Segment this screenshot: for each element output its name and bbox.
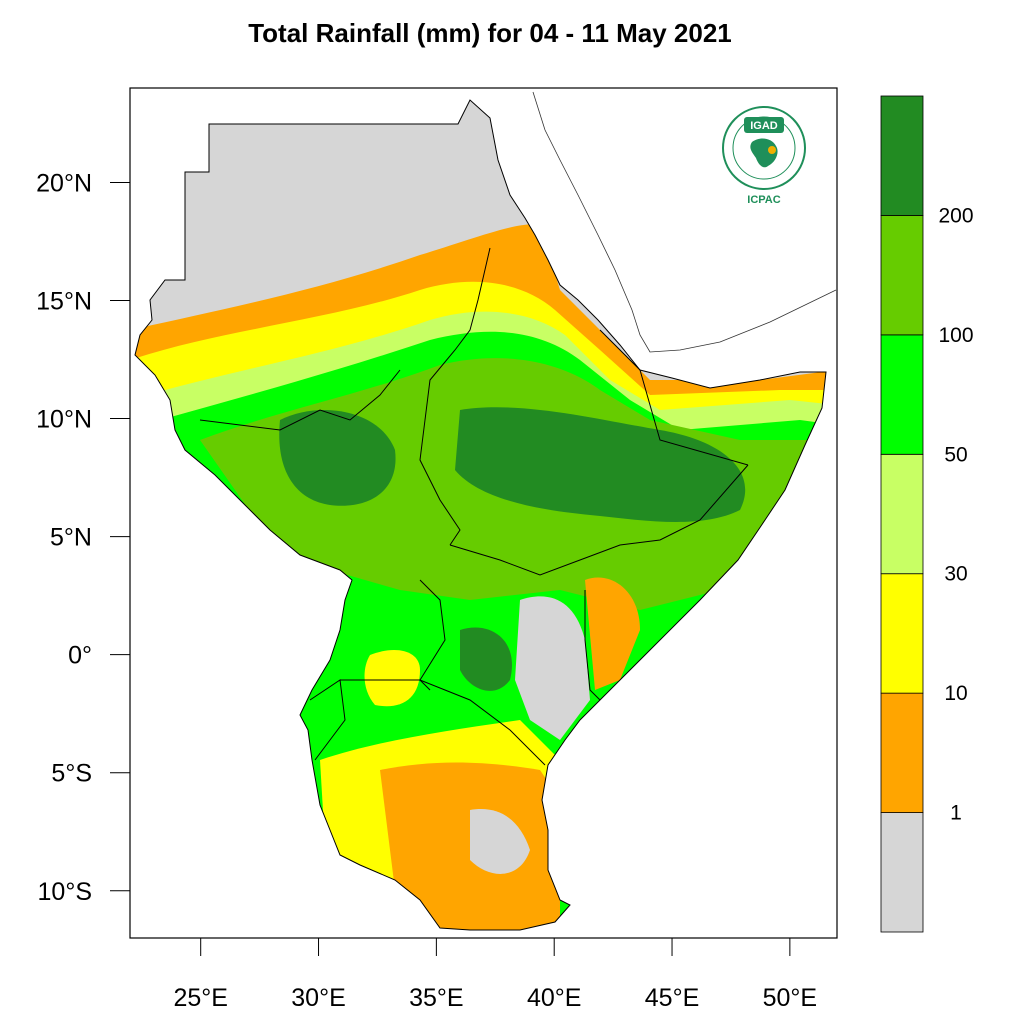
colorbar-label: 1 <box>950 802 962 825</box>
lat-tick-label: 20°N <box>36 169 92 197</box>
logo-subtitle: ICPAC <box>747 194 780 206</box>
logo-africa-icon <box>750 138 778 168</box>
country-borders <box>199 247 749 766</box>
lat-ticks: 20°N 15°N 10°N 5°N 0° 5°S 10°S <box>36 169 130 906</box>
lon-tick-label: 40°E <box>527 984 581 1012</box>
colorbar-bin <box>880 215 924 336</box>
colorbar-bin <box>880 573 924 694</box>
colorbar-label: 10 <box>944 682 967 705</box>
lon-ticks: 25°E 30°E 35°E 40°E 45°E 50°E <box>173 938 817 1012</box>
colorbar-label: 50 <box>944 443 967 466</box>
colorbar-label: 200 <box>938 204 973 227</box>
colorbar-bin <box>880 453 924 575</box>
lon-tick-label: 35°E <box>409 984 463 1012</box>
logo-sun-icon <box>768 146 776 154</box>
map-title: Total Rainfall (mm) for 04 - 11 May 2021 <box>248 18 732 48</box>
lon-tick-label: 25°E <box>173 984 227 1012</box>
colorbar-label: 100 <box>938 324 973 347</box>
lat-tick-label: 10°N <box>36 406 92 434</box>
lat-tick-label: 0° <box>68 642 92 670</box>
lat-tick-label: 15°N <box>36 288 92 316</box>
land-outline <box>134 99 827 931</box>
lat-tick-label: 5°S <box>51 760 92 788</box>
lat-tick-label: 10°S <box>38 878 92 906</box>
igad-logo: IGAD ICPAC <box>722 106 806 206</box>
colorbar-label: 30 <box>944 563 967 586</box>
lat-tick-label: 5°N <box>50 524 92 552</box>
colorbar-bin <box>880 812 924 933</box>
logo-banner <box>744 117 784 133</box>
arabian-coastline <box>532 91 837 353</box>
colorbar-bin <box>880 334 924 455</box>
lon-tick-label: 30°E <box>291 984 345 1012</box>
lon-tick-label: 45°E <box>645 984 699 1012</box>
colorbar: 1 10 30 50 100 200 <box>880 95 974 933</box>
lon-tick-label: 50°E <box>763 984 817 1012</box>
colorbar-bin <box>880 95 924 216</box>
logo-name: IGAD <box>750 120 778 132</box>
colorbar-bin <box>880 692 924 813</box>
